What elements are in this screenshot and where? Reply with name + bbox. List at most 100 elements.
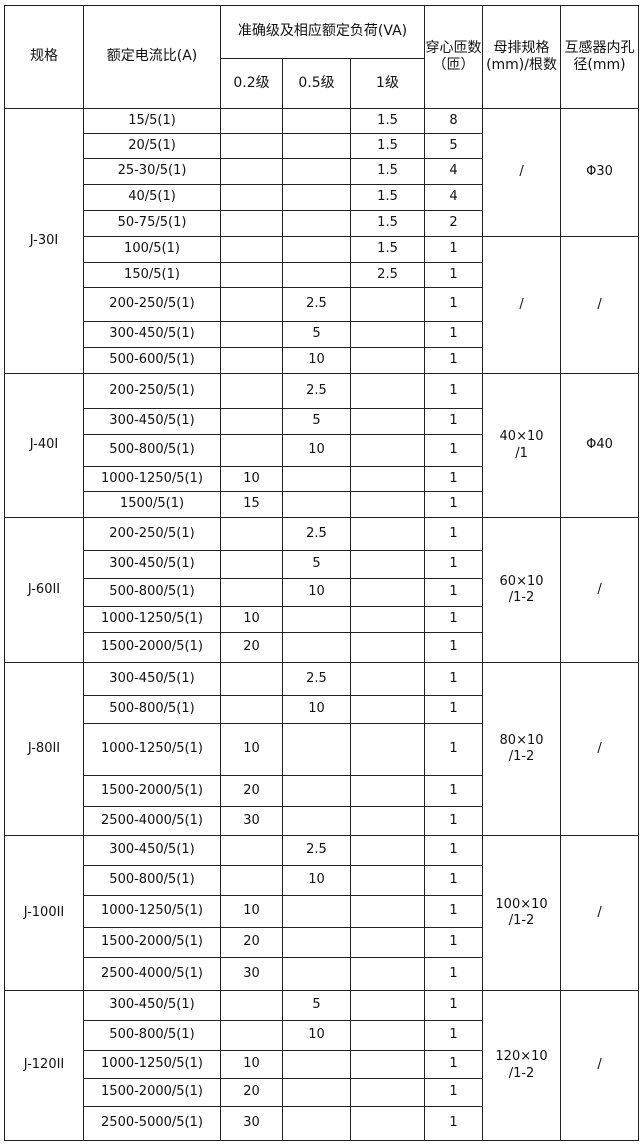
ratio-cell: 1000-1250/5(1) xyxy=(83,466,221,492)
class-1-cell xyxy=(349,1050,426,1079)
turns-cell: 1 xyxy=(424,1106,484,1141)
class-1-cell: 1.5 xyxy=(349,108,426,134)
class-0-2-cell: 30 xyxy=(220,1106,283,1141)
class-0-2-cell: 20 xyxy=(220,1078,283,1107)
busbar-cell: / xyxy=(482,108,562,237)
table-row: 100/5(1) 1.5 1// xyxy=(5,236,640,374)
turns-cell: 1 xyxy=(424,632,484,663)
table-row: 2500-4000/5(1) 30 1 xyxy=(5,806,639,836)
class-0-5-cell: 5 xyxy=(282,550,351,579)
class-0-2-cell xyxy=(220,408,283,435)
class-1-cell xyxy=(349,347,426,374)
class-0-5-cell xyxy=(282,606,351,633)
header-class-0-5: 0.5级 xyxy=(282,58,351,109)
class-0-5-cell: 10 xyxy=(282,865,351,896)
class-0-2-cell xyxy=(220,158,283,185)
class-1-cell xyxy=(349,865,426,896)
ratio-cell: 100/5(1) xyxy=(83,236,221,263)
ratio-cell: 1500-2000/5(1) xyxy=(83,927,221,958)
ratio-cell: 500-800/5(1) xyxy=(83,695,221,724)
class-0-5-cell: 2.5 xyxy=(282,373,351,409)
turns-cell: 1 xyxy=(424,695,484,724)
class-1-cell: 1.5 xyxy=(349,184,426,211)
class-0-5-cell xyxy=(282,957,351,991)
class-1-cell xyxy=(349,895,426,928)
turns-cell: 1 xyxy=(424,287,484,322)
ratio-cell: 25-30/5(1) xyxy=(83,158,221,185)
class-0-5-cell xyxy=(282,927,351,958)
class-0-5-cell xyxy=(282,895,351,928)
turns-cell: 5 xyxy=(424,133,484,159)
table-row: J-100II 300-450/5(1) 2.5 1 100×10 /1-2/ xyxy=(4,835,640,991)
table-row: J-40I 200-250/5(1) 2.5 1 40×10 /1 Φ40 xyxy=(4,373,640,518)
class-0-2-cell xyxy=(220,184,283,211)
ratio-cell: 40/5(1) xyxy=(83,184,221,211)
table-row: 40/5(1) 1.5 4 xyxy=(5,184,639,211)
class-0-5-cell xyxy=(282,262,351,288)
spec-cell: J-80II xyxy=(4,662,84,836)
spec-cell: J-120II xyxy=(4,990,84,1141)
table-row: 1000-1250/5(1) 10 1 xyxy=(5,1050,639,1079)
turns-cell: 1 xyxy=(424,373,484,409)
class-0-5-cell xyxy=(282,1106,351,1141)
table-row: J-80II 300-450/5(1) 2.5 1 80×10 /1-2/ xyxy=(4,662,640,836)
header-ratio: 额定电流比(A) xyxy=(83,5,221,109)
turns-cell: 1 xyxy=(424,723,484,776)
class-1-cell xyxy=(349,723,426,776)
ratio-cell: 500-800/5(1) xyxy=(83,865,221,896)
header-turns: 穿心匝数（匝） xyxy=(424,5,484,109)
class-0-2-cell xyxy=(220,695,283,724)
turns-cell: 1 xyxy=(424,927,484,958)
class-0-2-cell xyxy=(220,578,283,607)
class-1-cell xyxy=(349,632,426,663)
class-1-cell: 1.5 xyxy=(349,133,426,159)
turns-cell: 1 xyxy=(424,434,484,467)
class-1-cell xyxy=(349,578,426,607)
bore-cell: Φ40 xyxy=(560,373,640,518)
class-0-5-cell xyxy=(282,1050,351,1079)
class-1-cell xyxy=(349,466,426,492)
class-1-cell: 1.5 xyxy=(349,210,426,237)
class-0-2-cell: 20 xyxy=(220,927,283,958)
class-1-cell: 1.5 xyxy=(349,236,426,263)
turns-cell: 1 xyxy=(424,236,484,263)
turns-cell: 1 xyxy=(424,578,484,607)
class-0-2-cell xyxy=(220,1020,283,1051)
class-1-cell xyxy=(349,990,426,1021)
table-row: 1500-2000/5(1) 20 1 xyxy=(5,1078,639,1107)
class-0-2-cell: 20 xyxy=(220,632,283,663)
ratio-cell: 20/5(1) xyxy=(83,133,221,159)
class-1-cell xyxy=(349,373,426,409)
ratio-cell: 1500-2000/5(1) xyxy=(83,632,221,663)
ratio-cell: 1000-1250/5(1) xyxy=(83,1050,221,1079)
class-1-cell xyxy=(349,287,426,322)
turns-cell: 4 xyxy=(424,158,484,185)
ratio-cell: 300-450/5(1) xyxy=(83,550,221,579)
class-0-5-cell: 2.5 xyxy=(282,662,351,696)
class-0-2-cell: 10 xyxy=(220,895,283,928)
table-row: 2500-4000/5(1) 30 1 xyxy=(5,957,639,991)
class-0-2-cell xyxy=(220,835,283,866)
ratio-cell: 150/5(1) xyxy=(83,262,221,288)
turns-cell: 1 xyxy=(424,806,484,836)
class-1-cell: 2.5 xyxy=(349,262,426,288)
class-0-5-cell xyxy=(282,184,351,211)
class-0-5-cell: 2.5 xyxy=(282,517,351,551)
class-1-cell xyxy=(349,806,426,836)
ratio-cell: 300-450/5(1) xyxy=(83,662,221,696)
table-row: 1500-2000/5(1) 20 1 xyxy=(5,927,639,958)
table-row: 1000-1250/5(1) 10 1 xyxy=(5,723,639,776)
bore-cell: Φ30 xyxy=(560,108,640,237)
turns-cell: 1 xyxy=(424,865,484,896)
ratio-cell: 1500-2000/5(1) xyxy=(83,775,221,807)
class-0-2-cell: 30 xyxy=(220,957,283,991)
class-1-cell xyxy=(349,957,426,991)
bore-cell: / xyxy=(560,990,640,1141)
class-0-5-cell: 5 xyxy=(282,408,351,435)
class-1-cell xyxy=(349,408,426,435)
ratio-cell: 500-800/5(1) xyxy=(83,578,221,607)
ratio-cell: 1000-1250/5(1) xyxy=(83,895,221,928)
turns-cell: 1 xyxy=(424,550,484,579)
class-0-5-cell: 5 xyxy=(282,321,351,348)
class-0-5-cell xyxy=(282,491,351,518)
